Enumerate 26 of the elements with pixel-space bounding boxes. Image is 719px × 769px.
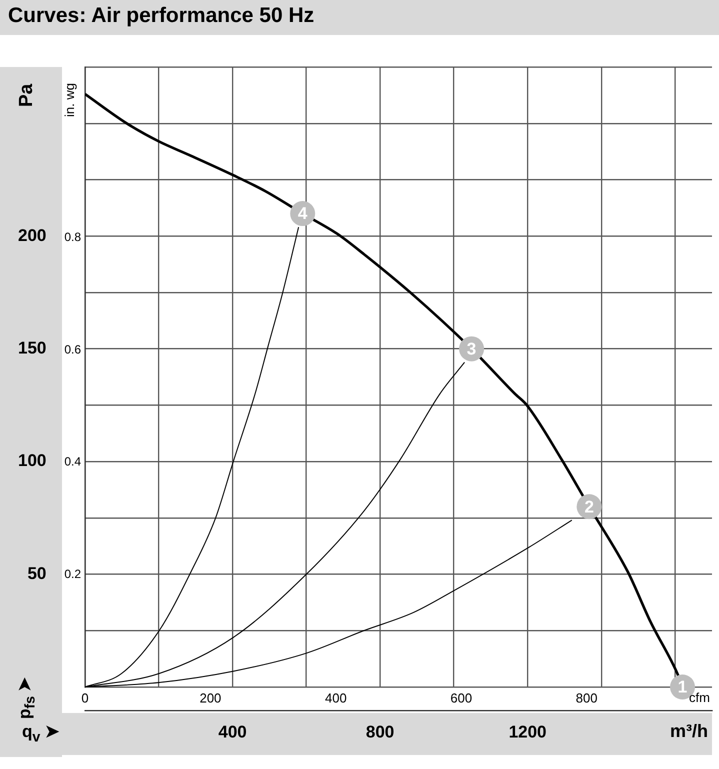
y2-tick-label: 0.8 xyxy=(64,230,82,244)
x-tick-label: 400 xyxy=(218,722,247,742)
x2-tick-label: 200 xyxy=(200,690,222,706)
y-tick-label: 50 xyxy=(27,564,46,583)
x2-axis-title: cfm xyxy=(689,690,710,705)
y-tick-label: 200 xyxy=(18,226,46,245)
y2-tick-label: 0.2 xyxy=(64,566,82,581)
y-axis-title: Pa xyxy=(16,84,38,107)
x-axis-title: m³/h xyxy=(670,720,708,742)
y2-tick-label: 0.4 xyxy=(64,454,82,469)
x2-tick-label: 600 xyxy=(450,690,472,706)
y2-tick-label: 0.6 xyxy=(64,342,82,356)
x2-tick-label: 800 xyxy=(576,690,598,706)
text: q$_{v}$ ➤ xyxy=(22,720,59,745)
y2-axis-title: in. wg xyxy=(62,83,78,117)
annotation: 1 xyxy=(678,678,688,697)
x-tick-label: 800 xyxy=(366,722,394,742)
x-tick-label: 1200 xyxy=(508,722,547,742)
x2-tick-label: 0 xyxy=(81,690,89,706)
annotation: 2 xyxy=(584,497,594,516)
x2-tick-label: 400 xyxy=(324,690,347,706)
annotation: 4 xyxy=(298,204,308,224)
y-tick-label: 100 xyxy=(18,451,46,470)
annotation: 3 xyxy=(466,340,476,359)
chart-title: Curves: Air performance 50 Hz xyxy=(8,4,314,28)
y-tick-label: 150 xyxy=(18,338,46,358)
